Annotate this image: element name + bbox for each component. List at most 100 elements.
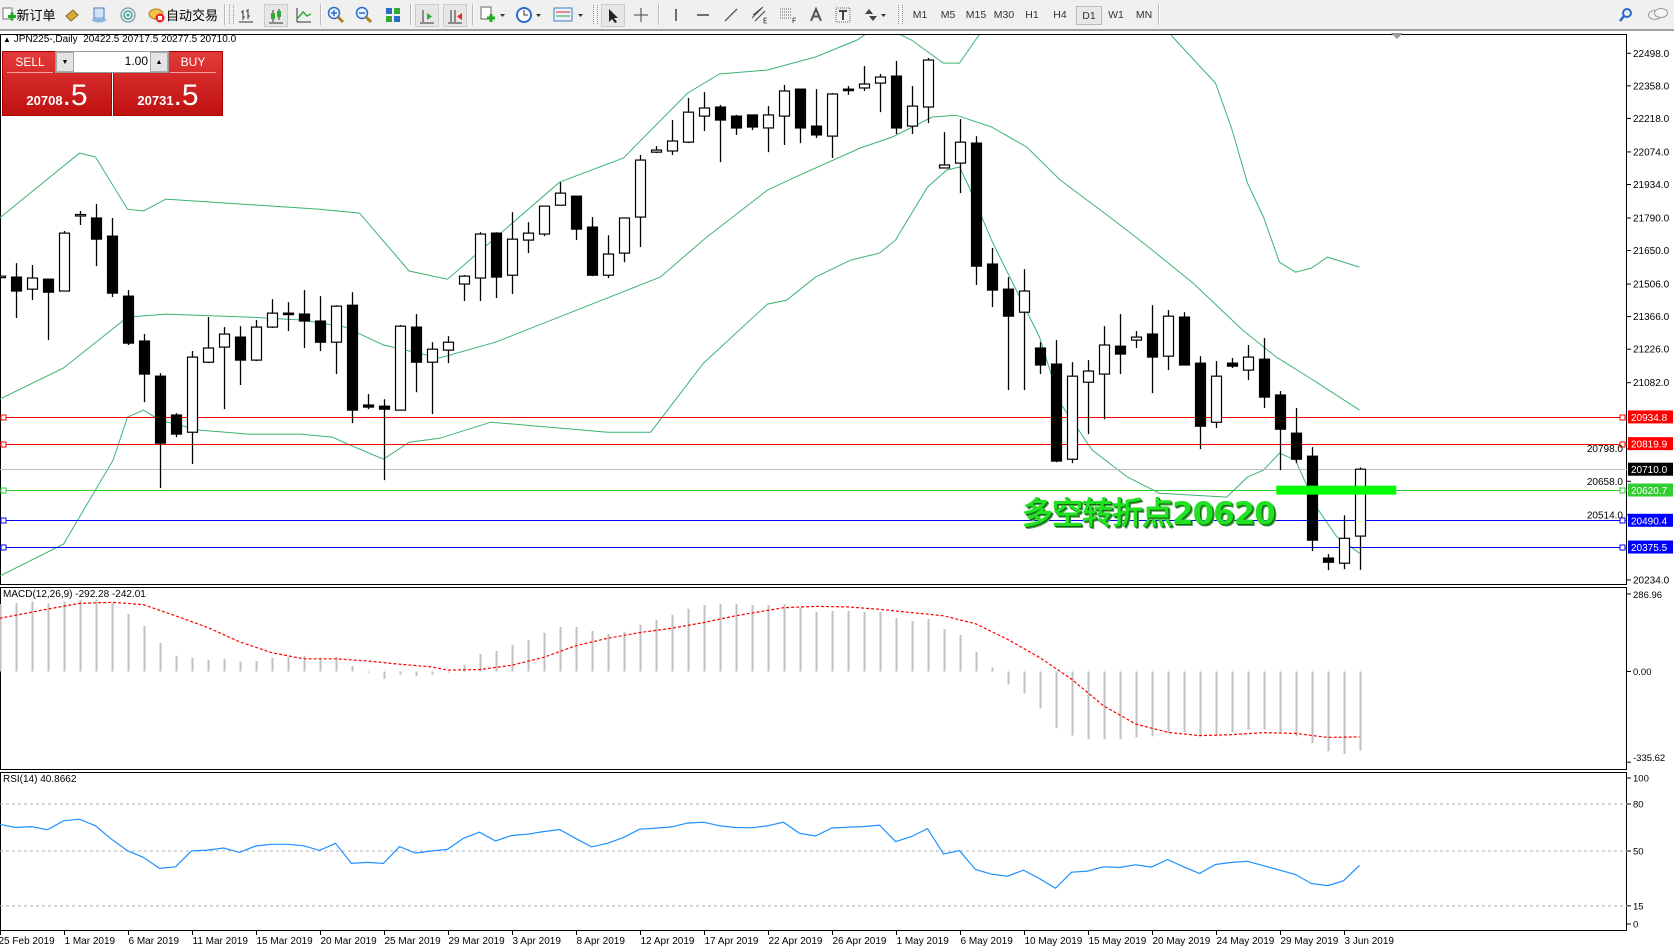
line-anchor-left[interactable]	[0, 517, 7, 524]
lot-size-stepper[interactable]: ▼ 1.00 ▲	[55, 51, 169, 73]
candle	[138, 334, 151, 403]
data-window-icon	[92, 7, 106, 22]
candlestick-chart-button[interactable]	[264, 4, 288, 27]
lot-increase-button[interactable]: ▲	[150, 52, 168, 72]
candle	[234, 326, 247, 386]
line-anchor-left[interactable]	[0, 441, 7, 448]
timeframe-w1[interactable]: W1	[1108, 8, 1124, 21]
fibonacci-button[interactable]	[777, 4, 799, 25]
cursor-tool-button[interactable]	[601, 4, 625, 27]
candle	[826, 93, 839, 158]
crosshair-tool-button[interactable]	[631, 4, 651, 25]
line-anchor-left[interactable]	[0, 414, 7, 421]
candle	[170, 413, 183, 438]
pivot-marker-bar[interactable]	[1276, 485, 1397, 495]
chart-header: ▲ JPN225-,Daily 20422.5 20717.5 20277.5 …	[3, 34, 236, 45]
line-anchor-left[interactable]	[0, 544, 7, 551]
timeframe-m15[interactable]: M15	[965, 8, 987, 21]
crosshair-icon	[634, 7, 648, 22]
buy-price: 20731.5	[114, 79, 222, 113]
bar-chart-button[interactable]	[236, 4, 256, 25]
candle-body-down	[362, 404, 375, 408]
price-line-label-bg	[1628, 437, 1673, 451]
data-window-button[interactable]	[89, 4, 109, 25]
timeframe-mn[interactable]: MN	[1135, 8, 1153, 21]
main-panel-frame	[0, 34, 1627, 585]
macd-axis-label: -335.62	[1633, 753, 1665, 764]
new-order-button[interactable]: 新订单	[2, 4, 56, 25]
chat-button[interactable]	[1646, 4, 1670, 25]
timeframe-h4[interactable]: H4	[1053, 8, 1067, 21]
lot-size-input[interactable]: 1.00	[124, 54, 148, 68]
candle	[26, 264, 39, 301]
candle-body-up	[1338, 537, 1351, 564]
candle-body-down	[10, 276, 23, 292]
zoom-in-icon	[327, 6, 345, 23]
indicators-button[interactable]	[478, 4, 508, 25]
timeframe-h1[interactable]: H1	[1025, 8, 1039, 21]
date-tick-label: 17 Apr 2019	[705, 936, 759, 947]
candle-body-up	[202, 347, 215, 363]
candle	[986, 247, 999, 308]
search-button[interactable]	[1616, 4, 1636, 25]
tile-windows-button[interactable]	[383, 4, 403, 25]
timeframe-m5[interactable]: M5	[940, 8, 956, 21]
line-anchor-right[interactable]	[1619, 487, 1626, 494]
candle	[154, 373, 167, 489]
zoom-out-button[interactable]	[354, 4, 374, 25]
candle-body-up	[618, 217, 631, 254]
periods-button[interactable]	[514, 4, 544, 25]
bollinger-middle-band	[0, 114, 1360, 411]
templates-button[interactable]	[551, 4, 587, 25]
line-chart-icon	[296, 7, 312, 22]
candle-body-down	[282, 312, 295, 316]
new-order-label: 新订单	[16, 8, 56, 23]
equidistant-channel-button[interactable]	[749, 4, 771, 25]
candle	[1066, 362, 1079, 464]
text-tool-button[interactable]	[806, 4, 826, 25]
line-chart-button[interactable]	[294, 4, 314, 25]
line-anchor-right[interactable]	[1619, 441, 1626, 448]
chart-shift-marker-icon[interactable]	[1391, 33, 1403, 39]
candle	[970, 136, 983, 285]
candle	[714, 104, 727, 163]
macd-axis-label: 0.00	[1633, 667, 1652, 678]
add-indicator-icon	[480, 6, 505, 22]
price-line-label: 20710.0	[1631, 465, 1668, 476]
line-anchor-right[interactable]	[1619, 414, 1626, 421]
auto-scroll-button[interactable]	[415, 4, 439, 27]
candle-body-up	[506, 238, 519, 276]
arrows-button[interactable]	[860, 4, 890, 25]
buy-label: BUY	[170, 52, 216, 73]
vertical-line-button[interactable]	[666, 4, 686, 25]
candle	[330, 305, 343, 375]
collapse-triangle-icon[interactable]: ▲	[3, 35, 11, 44]
price-tick-label: 22218.0	[1633, 114, 1670, 125]
text-label-button[interactable]	[833, 4, 853, 25]
candle	[314, 296, 327, 352]
line-anchor-left[interactable]	[0, 487, 7, 494]
rsi-axis-label: 0	[1633, 920, 1638, 931]
candle-body-up	[1018, 290, 1031, 313]
trendline-button[interactable]	[721, 4, 741, 25]
zoom-in-button[interactable]	[326, 4, 346, 25]
lot-decrease-button[interactable]: ▼	[56, 52, 74, 72]
candle-body-down	[490, 232, 503, 278]
candle-body-down	[1274, 394, 1287, 430]
candle-body-up	[698, 107, 711, 117]
timeframe-d1[interactable]: D1	[1076, 6, 1102, 25]
candle	[1034, 342, 1047, 375]
navigator-button[interactable]	[118, 4, 138, 25]
line-anchor-right[interactable]	[1619, 544, 1626, 551]
timeframe-m30[interactable]: M30	[993, 8, 1015, 21]
candle-body-down	[714, 106, 727, 121]
candle-body-up	[858, 83, 871, 89]
auto-trading-button[interactable]: 自动交易	[146, 4, 220, 25]
line-anchor-right[interactable]	[1619, 517, 1626, 524]
market-watch-button[interactable]	[62, 4, 82, 25]
date-tick-label: 26 Apr 2019	[833, 936, 887, 947]
horizontal-line-button[interactable]	[693, 4, 713, 25]
chart-shift-button[interactable]	[443, 4, 467, 27]
timeframe-m1[interactable]: M1	[912, 8, 928, 21]
